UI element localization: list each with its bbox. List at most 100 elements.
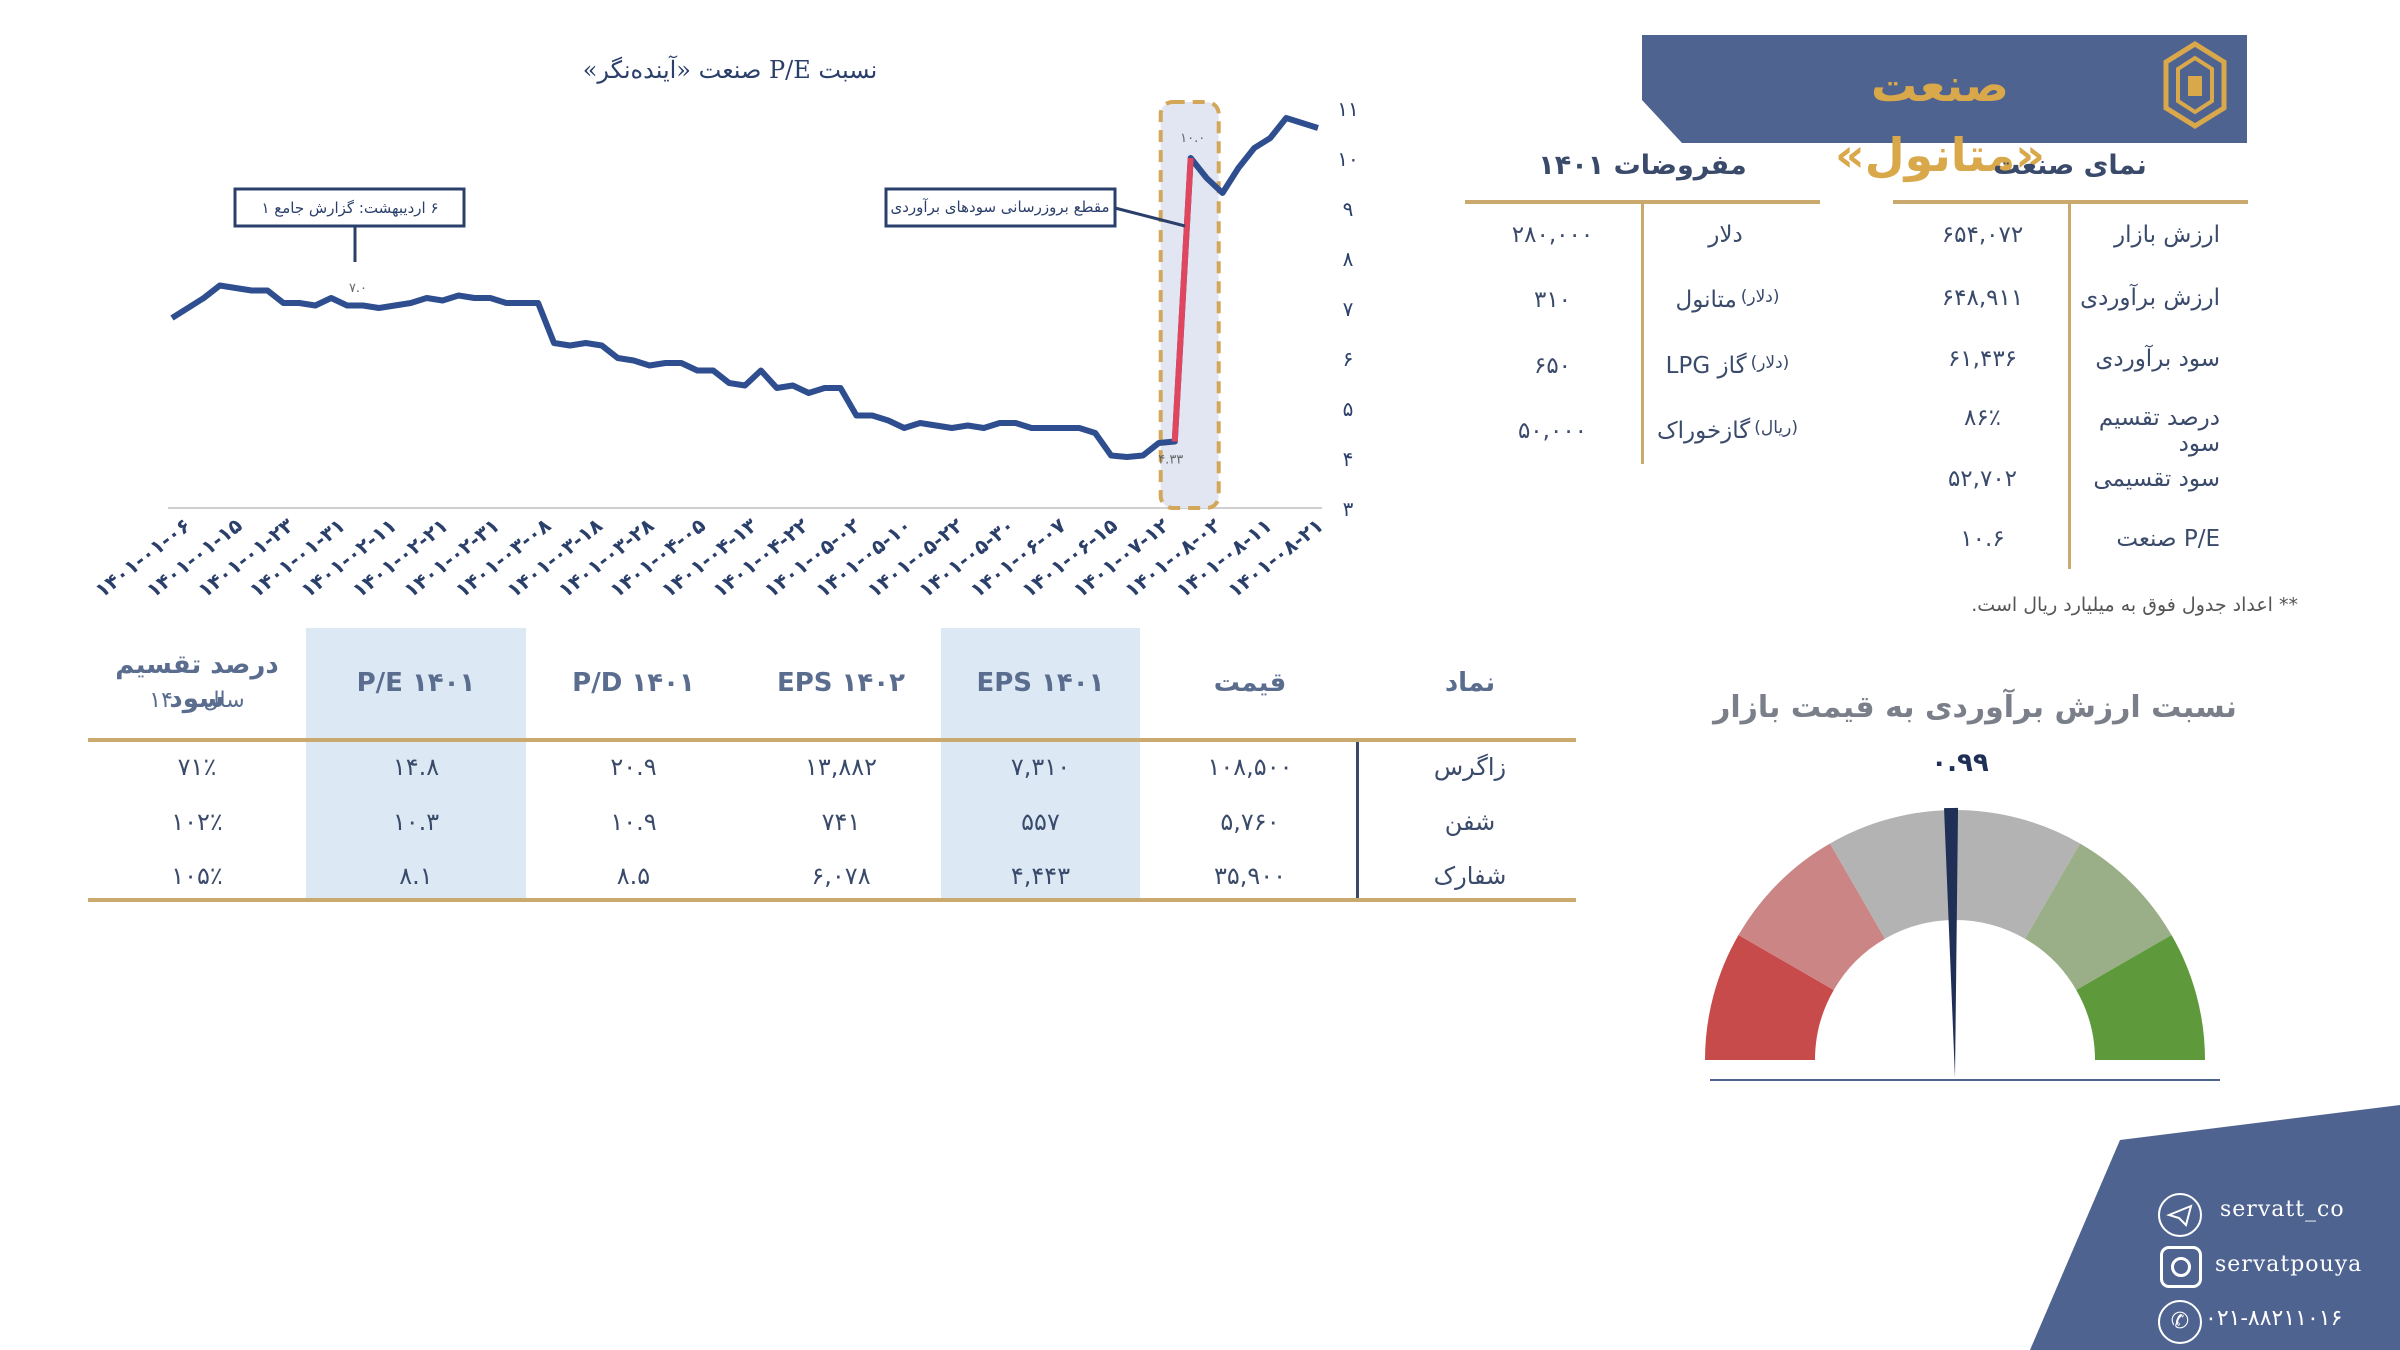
- industry-row-value: ۶۴۸,۹۱۱: [1941, 285, 2024, 311]
- eps-column-highlight: [941, 628, 1140, 898]
- assumption-row-value: ۳۱۰: [1533, 287, 1572, 313]
- industry-row-label: درصد تقسیم سود: [2098, 405, 2220, 457]
- telegram-handle[interactable]: servatt_co: [2220, 1197, 2345, 1222]
- assumption-row-value: ۶۵۰: [1533, 353, 1572, 379]
- data-label-from: ۴.۳۳: [1158, 453, 1183, 468]
- industry-row-label: سود تقسیمی: [2093, 466, 2220, 492]
- annotation-update: مقطع بروزرسانی سودهای برآوردی: [891, 198, 1110, 216]
- table-cell: ۲۰.۹: [610, 753, 657, 781]
- y-tick-label: ۶: [1343, 347, 1354, 371]
- y-tick-label: ۱۰: [1337, 147, 1358, 171]
- table-header-cell: EPS ۱۴۰۱: [976, 668, 1105, 698]
- table-cell: شفارک: [1433, 862, 1507, 890]
- brand-logo: [2163, 41, 2227, 129]
- assumption-row-label: گاز LPG (دلار): [1650, 353, 1805, 379]
- industry-row-label: ارزش برآوردی: [2080, 285, 2220, 311]
- industry-view-column-divider: [2068, 204, 2071, 569]
- assumption-row-label: متانول (دلار): [1650, 287, 1805, 313]
- table-header-divider: [88, 738, 1576, 742]
- table-cell: ۸.۵: [616, 862, 651, 890]
- y-tick-label: ۸: [1343, 247, 1354, 271]
- assumptions-column-divider: [1641, 204, 1644, 464]
- annotation-report: ۶ اردیبهشت: گزارش جامع ۱: [261, 199, 438, 217]
- y-tick-label: ۷: [1343, 297, 1354, 321]
- industry-row-value: ۶۱,۴۳۶: [1947, 346, 2018, 372]
- telegram-icon[interactable]: [2158, 1193, 2202, 1237]
- assumption-label: دلار: [1708, 222, 1743, 248]
- assumption-label: متانول: [1675, 287, 1737, 313]
- industry-row-value: ۱۰.۶: [1960, 526, 2005, 552]
- y-tick-label: ۳: [1343, 497, 1354, 521]
- gauge-title: نسبت ارزش برآوردی به قیمت بازار: [1713, 690, 2237, 725]
- table-cell: ۱۰۵٪: [171, 862, 223, 890]
- gauge-segment: [1955, 810, 2080, 939]
- gauge-segment: [1705, 935, 1834, 1060]
- table-header-cell: P/D ۱۴۰۱: [572, 668, 695, 698]
- annotation-box-report: [233, 187, 466, 228]
- industry-row-label: ارزش بازار: [2113, 222, 2220, 248]
- table-cell: ۷۴۱: [821, 808, 861, 836]
- industry-view-note: ** اعداد جدول فوق به میلیارد ریال است.: [1971, 594, 2298, 616]
- industry-row-label: سود برآوردی: [2095, 346, 2220, 372]
- pe-column-highlight: [306, 628, 526, 898]
- table-cell: ۱۰۲٪: [171, 808, 223, 836]
- gauge-segment: [2076, 935, 2205, 1060]
- table-header-cell: قیمت: [1213, 668, 1287, 698]
- table-cell: ۷۱٪: [177, 753, 217, 781]
- table-header-cell: نماد: [1444, 668, 1496, 698]
- instagram-handle[interactable]: servatpouya: [2215, 1252, 2363, 1277]
- table-cell: ۸.۱: [399, 862, 433, 890]
- data-label-point: ۷.۰: [349, 281, 367, 296]
- table-cell: ۷,۳۱۰: [1010, 753, 1071, 781]
- assumptions-divider: [1465, 200, 1820, 204]
- industry-row-value: ۵۲,۷۰۲: [1947, 466, 2018, 492]
- gauge-segment: [1738, 843, 1885, 990]
- industry-view-title: نمای صنعت: [1993, 150, 2147, 181]
- assumption-unit: (دلار): [1750, 353, 1790, 373]
- assumption-label: گاز LPG: [1665, 353, 1747, 379]
- y-tick-label: ۵: [1343, 397, 1354, 421]
- gauge-needle: [1944, 807, 1959, 1078]
- series-line: [170, 115, 1319, 460]
- industry-row-value: ۶۵۴,۰۷۲: [1941, 222, 2024, 248]
- assumption-label: گازخوراک: [1657, 418, 1751, 444]
- assumption-unit: (دلار): [1740, 287, 1780, 307]
- table-cell: زاگرس: [1433, 753, 1507, 781]
- assumption-unit: (ریال): [1754, 418, 1798, 438]
- gauge-segment: [1830, 810, 1955, 939]
- assumption-row-value: ۲۸۰,۰۰۰: [1511, 222, 1594, 248]
- header-banner: [1642, 35, 2247, 143]
- phone-icon[interactable]: ✆: [2158, 1300, 2202, 1344]
- gauge-value: ۰.۹۹: [1931, 748, 1989, 778]
- table-footer-divider: [88, 898, 1576, 902]
- table-header-cell: P/E ۱۴۰۱: [356, 668, 476, 698]
- footer-shape: [2030, 1105, 2400, 1350]
- data-label-to: ۱۰.۰: [1180, 131, 1205, 146]
- table-cell: ۵۵۷: [1021, 808, 1060, 836]
- industry-row-value: ۸۶٪: [1963, 405, 2002, 431]
- instagram-icon[interactable]: [2160, 1246, 2202, 1288]
- pe-line-chart: ۳۴۵۶۷۸۹۱۰۱۱۱۴۰۱-۰۱-۰۶۱۴۰۱-۰۱-۱۵۱۴۰۱-۰۱-۲…: [90, 97, 1358, 602]
- table-cell: ۶,۰۷۸: [811, 862, 871, 890]
- table-cell: ۳۵,۹۰۰: [1213, 862, 1287, 890]
- assumption-row-label: گازخوراک (ریال): [1650, 418, 1805, 444]
- valuation-gauge: [1705, 807, 2220, 1081]
- annotation-leader-update: [1114, 206, 1186, 228]
- table-cell: ۱۳,۸۸۲: [804, 753, 878, 781]
- table-cell: ۱۰.۹: [610, 808, 657, 836]
- phone-number[interactable]: ۰۲۱-۸۸۲۱۱۰۱۶: [2205, 1306, 2343, 1331]
- industry-view-divider: [1893, 200, 2248, 204]
- assumptions-title: مفروضات ۱۴۰۱: [1538, 150, 1747, 181]
- page-title: صنعت «متانول»: [1835, 58, 2045, 182]
- table-cell: ۴,۴۴۳: [1010, 862, 1071, 890]
- industry-row-label: P/E صنعت: [2116, 526, 2220, 552]
- chart-title: نسبت P/E صنعت «آینده‌نگر»: [582, 56, 878, 84]
- table-header-cell: EPS ۱۴۰۲: [776, 668, 906, 698]
- table-cell: ۱۴.۸: [392, 753, 440, 781]
- assumption-row-label: دلار: [1650, 222, 1805, 248]
- table-cell: ۱۰۸,۵۰۰: [1207, 753, 1293, 781]
- y-tick-label: ۴: [1343, 447, 1354, 471]
- y-tick-label: ۹: [1343, 197, 1354, 221]
- update-jump-segment: [1171, 157, 1194, 442]
- assumption-row-value: ۵۰,۰۰۰: [1517, 418, 1588, 444]
